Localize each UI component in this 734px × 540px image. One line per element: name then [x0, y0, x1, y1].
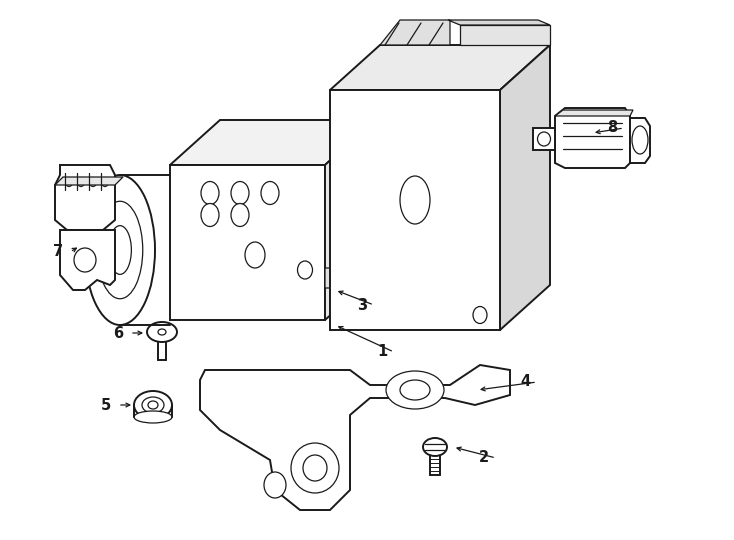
Polygon shape: [170, 120, 375, 165]
Text: 6: 6: [113, 326, 123, 341]
Polygon shape: [500, 45, 550, 330]
Ellipse shape: [245, 242, 265, 268]
Ellipse shape: [85, 175, 155, 325]
Polygon shape: [380, 20, 450, 45]
Ellipse shape: [231, 204, 249, 226]
Text: 3: 3: [357, 298, 367, 313]
Ellipse shape: [303, 455, 327, 481]
Polygon shape: [330, 288, 347, 320]
Polygon shape: [325, 120, 375, 320]
Ellipse shape: [473, 307, 487, 323]
Ellipse shape: [90, 178, 96, 186]
Ellipse shape: [158, 329, 166, 335]
Ellipse shape: [201, 181, 219, 205]
Ellipse shape: [400, 380, 430, 400]
Ellipse shape: [109, 226, 131, 274]
Ellipse shape: [291, 443, 339, 493]
Ellipse shape: [134, 411, 172, 423]
Text: 8: 8: [607, 120, 617, 136]
Polygon shape: [460, 25, 550, 45]
Ellipse shape: [386, 371, 444, 409]
Ellipse shape: [148, 401, 158, 409]
Ellipse shape: [537, 132, 550, 146]
Ellipse shape: [78, 178, 84, 186]
Ellipse shape: [261, 181, 279, 205]
Ellipse shape: [231, 181, 249, 205]
Ellipse shape: [101, 178, 109, 186]
Polygon shape: [630, 118, 650, 163]
Text: 2: 2: [479, 450, 489, 465]
Ellipse shape: [201, 204, 219, 226]
Ellipse shape: [400, 176, 430, 224]
Polygon shape: [555, 110, 633, 116]
Ellipse shape: [97, 201, 142, 299]
Ellipse shape: [147, 322, 177, 342]
Text: 7: 7: [53, 245, 63, 260]
Ellipse shape: [142, 397, 164, 413]
Polygon shape: [170, 165, 325, 320]
Polygon shape: [55, 165, 115, 230]
Polygon shape: [60, 230, 115, 290]
Ellipse shape: [65, 178, 73, 186]
Text: 5: 5: [101, 397, 111, 413]
Ellipse shape: [297, 261, 313, 279]
Ellipse shape: [264, 472, 286, 498]
Polygon shape: [330, 45, 550, 90]
Polygon shape: [200, 365, 510, 510]
Polygon shape: [330, 90, 500, 330]
Ellipse shape: [134, 391, 172, 419]
Polygon shape: [448, 20, 550, 25]
Polygon shape: [325, 268, 355, 288]
Polygon shape: [55, 177, 123, 185]
Ellipse shape: [632, 126, 648, 154]
Text: 4: 4: [520, 375, 530, 389]
Polygon shape: [555, 108, 630, 168]
Ellipse shape: [74, 248, 96, 272]
Polygon shape: [533, 128, 555, 150]
Text: 1: 1: [377, 345, 387, 360]
Ellipse shape: [423, 438, 447, 456]
